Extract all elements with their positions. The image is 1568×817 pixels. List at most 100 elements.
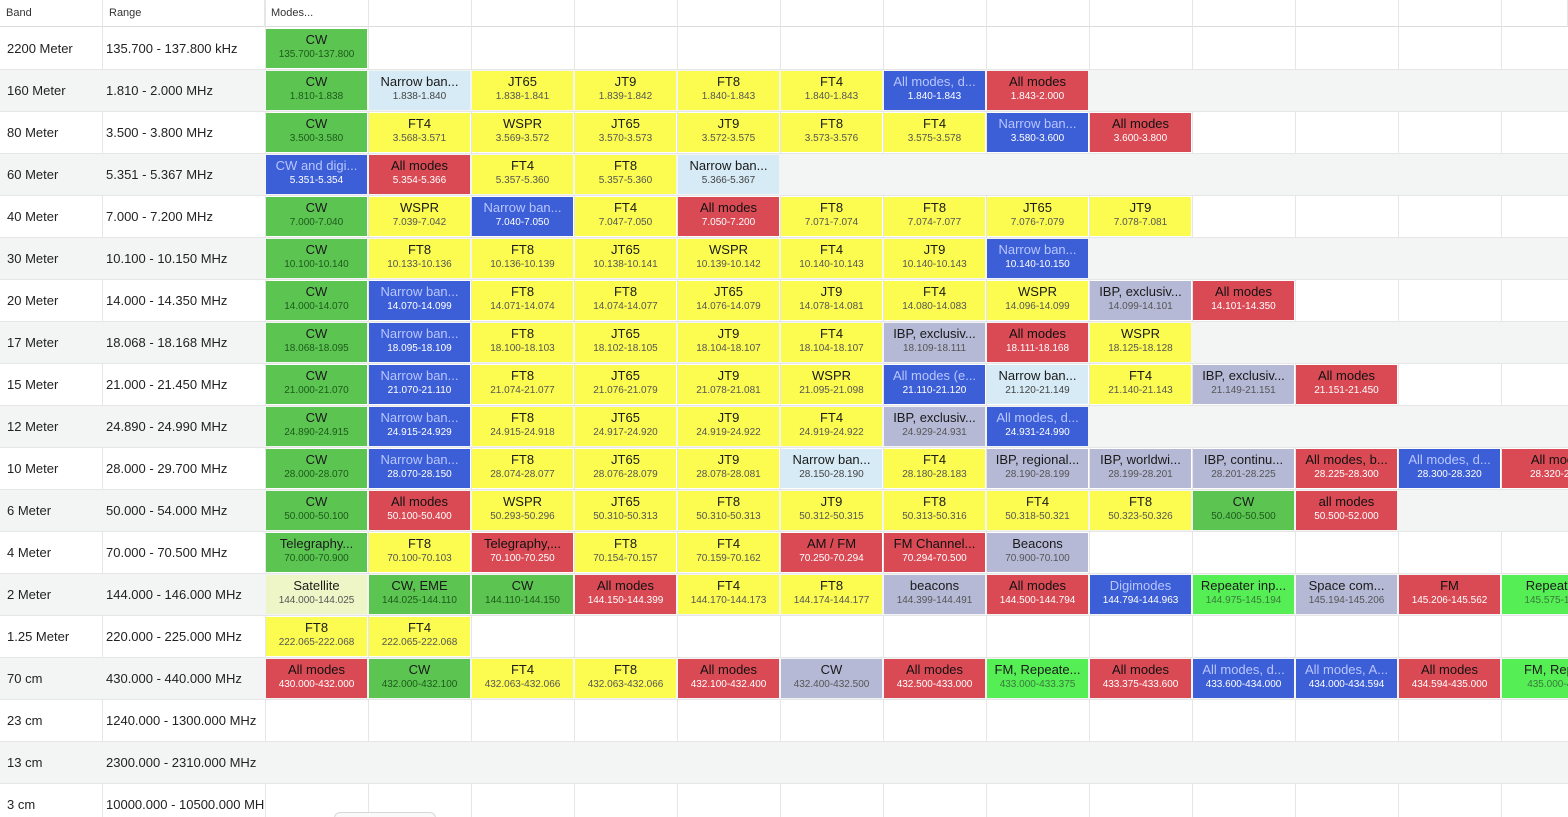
mode-segment[interactable]: Narrow ban... 10.140-10.150 [987, 239, 1088, 278]
mode-segment[interactable]: All modes 144.500-144.794 [987, 575, 1088, 614]
mode-segment[interactable]: All modes, A... 434.000-434.594 [1296, 659, 1397, 698]
mode-segment[interactable]: Narrow ban... 18.095-18.109 [369, 323, 470, 362]
mode-segment[interactable]: All modes, d... 24.931-24.990 [987, 407, 1088, 446]
mode-segment[interactable]: All modes, d... 1.840-1.843 [884, 71, 985, 110]
mode-segment[interactable]: FT8 18.100-18.103 [472, 323, 573, 362]
table-row[interactable]: 30 Meter 10.100 - 10.150 MHz CW 10.100-10.1… [0, 238, 1568, 280]
mode-segment[interactable]: FT8 70.154-70.157 [575, 533, 676, 572]
mode-segment[interactable]: Narrow ban... 7.040-7.050 [472, 197, 573, 236]
mode-segment[interactable]: All modes 432.500-433.000 [884, 659, 985, 698]
mode-segment[interactable]: WSPR 10.139-10.142 [678, 239, 779, 278]
mode-segment[interactable]: FT4 70.159-70.162 [678, 533, 779, 572]
mode-segment[interactable]: All modes 3.600-3.800 [1090, 113, 1191, 152]
mode-segment[interactable]: JT9 7.078-7.081 [1090, 197, 1191, 236]
mode-segment[interactable]: JT65 28.076-28.079 [575, 449, 676, 488]
table-row[interactable]: 13 cm 2300.000 - 2310.000 MHz [0, 742, 1568, 784]
mode-segment[interactable]: FT8 70.100-70.103 [369, 533, 470, 572]
mode-segment[interactable]: Narrow ban... 5.366-5.367 [678, 155, 779, 194]
mode-segment[interactable]: IBP, exclusiv... 18.109-18.111 [884, 323, 985, 362]
mode-segment[interactable]: Narrow ban... 3.580-3.600 [987, 113, 1088, 152]
mode-segment[interactable]: FT4 222.065-222.068 [369, 617, 470, 656]
column-header-modes[interactable]: Modes... [265, 0, 1568, 27]
mode-segment[interactable]: All modes 18.111-18.168 [987, 323, 1088, 362]
mode-segment[interactable]: FT8 5.357-5.360 [575, 155, 676, 194]
mode-segment[interactable]: IBP, continu... 28.201-28.225 [1193, 449, 1294, 488]
mode-segment[interactable]: Beacons 70.900-70.100 [987, 533, 1088, 572]
mode-segment[interactable]: JT9 3.572-3.575 [678, 113, 779, 152]
mode-segment[interactable]: FT8 14.071-14.074 [472, 281, 573, 320]
table-row[interactable]: 3 cm 10000.000 - 10500.000 MHz [0, 784, 1568, 817]
mode-segment[interactable]: FM, Repe 435.000-43 [1502, 659, 1568, 698]
mode-segment[interactable]: FT4 3.575-3.578 [884, 113, 985, 152]
mode-segment[interactable]: FT8 7.071-7.074 [781, 197, 882, 236]
horizontal-scroll-handle[interactable] [334, 812, 436, 817]
mode-segment[interactable]: FT4 7.047-7.050 [575, 197, 676, 236]
mode-segment[interactable]: FT4 432.063-432.066 [472, 659, 573, 698]
table-row[interactable]: 2 Meter 144.000 - 146.000 MHz Satellite 144… [0, 574, 1568, 616]
mode-segment[interactable]: WSPR 21.095-21.098 [781, 365, 882, 404]
mode-segment[interactable]: FT4 144.170-144.173 [678, 575, 779, 614]
mode-segment[interactable]: JT9 10.140-10.143 [884, 239, 985, 278]
mode-segment[interactable]: CW 28.000-28.070 [266, 449, 367, 488]
mode-segment[interactable]: All modes, d... 28.300-28.320 [1399, 449, 1500, 488]
mode-segment[interactable]: JT9 28.078-28.081 [678, 449, 779, 488]
mode-segment[interactable]: JT65 14.076-14.079 [678, 281, 779, 320]
mode-segment[interactable]: FT4 10.140-10.143 [781, 239, 882, 278]
mode-segment[interactable]: JT65 21.076-21.079 [575, 365, 676, 404]
table-row[interactable]: 40 Meter 7.000 - 7.200 MHz CW 7.000-7.040 WS… [0, 196, 1568, 238]
mode-segment[interactable]: CW 144.110-144.150 [472, 575, 573, 614]
mode-segment[interactable]: JT9 24.919-24.922 [678, 407, 779, 446]
mode-segment[interactable]: Telegraphy,... 70.100-70.250 [472, 533, 573, 572]
mode-segment[interactable]: CW 14.000-14.070 [266, 281, 367, 320]
mode-segment[interactable]: IBP, regional... 28.190-28.199 [987, 449, 1088, 488]
table-row[interactable]: 160 Meter 1.810 - 2.000 MHz CW 1.810-1.838 N… [0, 70, 1568, 112]
mode-segment[interactable]: Repeater 145.575-145 [1502, 575, 1568, 614]
mode-segment[interactable]: FT4 5.357-5.360 [472, 155, 573, 194]
mode-segment[interactable]: All modes 1.843-2.000 [987, 71, 1088, 110]
table-row[interactable]: 70 cm 430.000 - 440.000 MHz All modes 430.0… [0, 658, 1568, 700]
mode-segment[interactable]: FM 145.206-145.562 [1399, 575, 1500, 614]
mode-segment[interactable]: JT9 50.312-50.315 [781, 491, 882, 530]
mode-segment[interactable]: CW 50.400-50.500 [1193, 491, 1294, 530]
mode-segment[interactable]: Narrow ban... 28.150-28.190 [781, 449, 882, 488]
table-row[interactable]: 1.25 Meter 220.000 - 225.000 MHz FT8 222.06… [0, 616, 1568, 658]
mode-segment[interactable]: All modes, b... 28.225-28.300 [1296, 449, 1397, 488]
mode-segment[interactable]: JT9 14.078-14.081 [781, 281, 882, 320]
mode-segment[interactable]: Digimodes 144.794-144.963 [1090, 575, 1191, 614]
mode-segment[interactable]: Telegraphy... 70.000-70.900 [266, 533, 367, 572]
table-row[interactable]: 20 Meter 14.000 - 14.350 MHz CW 14.000-14.0… [0, 280, 1568, 322]
table-row[interactable]: 6 Meter 50.000 - 54.000 MHz CW 50.000-50.10… [0, 490, 1568, 532]
mode-segment[interactable]: FT4 21.140-21.143 [1090, 365, 1191, 404]
mode-segment[interactable]: All modes (e... 21.110-21.120 [884, 365, 985, 404]
mode-segment[interactable]: FT8 432.063-432.066 [575, 659, 676, 698]
mode-segment[interactable]: Narrow ban... 21.070-21.110 [369, 365, 470, 404]
mode-segment[interactable]: IBP, exclusiv... 21.149-21.151 [1193, 365, 1294, 404]
mode-segment[interactable]: FT8 3.573-3.576 [781, 113, 882, 152]
mode-segment[interactable]: All modes 14.101-14.350 [1193, 281, 1294, 320]
mode-segment[interactable]: FT4 24.919-24.922 [781, 407, 882, 446]
mode-segment[interactable]: FT4 50.318-50.321 [987, 491, 1088, 530]
table-row[interactable]: 80 Meter 3.500 - 3.800 MHz CW 3.500-3.580 FT… [0, 112, 1568, 154]
mode-segment[interactable]: FT8 7.074-7.077 [884, 197, 985, 236]
mode-segment[interactable]: WSPR 3.569-3.572 [472, 113, 573, 152]
table-row[interactable]: 17 Meter 18.068 - 18.168 MHz CW 18.068-18.0… [0, 322, 1568, 364]
mode-segment[interactable]: All modes, d... 433.600-434.000 [1193, 659, 1294, 698]
mode-segment[interactable]: FT8 50.313-50.316 [884, 491, 985, 530]
mode-segment[interactable]: FT8 14.074-14.077 [575, 281, 676, 320]
mode-segment[interactable]: All modes 432.100-432.400 [678, 659, 779, 698]
mode-segment[interactable]: FT4 14.080-14.083 [884, 281, 985, 320]
table-row[interactable]: 2200 Meter 135.700 - 137.800 kHz CW 135.700… [0, 28, 1568, 70]
mode-segment[interactable]: JT9 21.078-21.081 [678, 365, 779, 404]
mode-segment[interactable]: AM / FM 70.250-70.294 [781, 533, 882, 572]
mode-segment[interactable]: CW 432.400-432.500 [781, 659, 882, 698]
mode-segment[interactable]: All modes 434.594-435.000 [1399, 659, 1500, 698]
mode-segment[interactable]: Repeater inp... 144.975-145.194 [1193, 575, 1294, 614]
mode-segment[interactable]: Narrow ban... 14.070-14.099 [369, 281, 470, 320]
mode-segment[interactable]: FT8 10.133-10.136 [369, 239, 470, 278]
mode-segment[interactable]: CW 432.000-432.100 [369, 659, 470, 698]
mode-segment[interactable]: All modes 433.375-433.600 [1090, 659, 1191, 698]
mode-segment[interactable]: FT8 10.136-10.139 [472, 239, 573, 278]
mode-segment[interactable]: Narrow ban... 24.915-24.929 [369, 407, 470, 446]
mode-segment[interactable]: all modes 50.500-52.000 [1296, 491, 1397, 530]
mode-segment[interactable]: CW 50.000-50.100 [266, 491, 367, 530]
